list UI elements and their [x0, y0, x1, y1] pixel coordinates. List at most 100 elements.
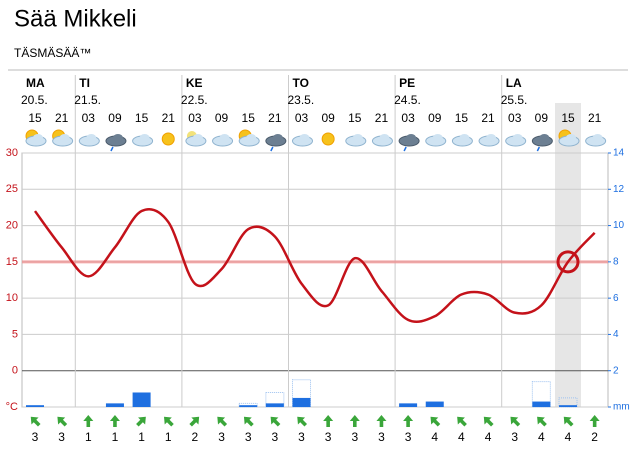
- arrow: [217, 416, 228, 427]
- wind-speed: 3: [351, 430, 358, 444]
- page-title: Sää Mikkeli: [14, 5, 137, 32]
- arrow: [297, 416, 308, 427]
- wind-speed: 3: [298, 430, 305, 444]
- rain: [403, 146, 407, 152]
- hour-label: 09: [108, 111, 122, 125]
- y-tick-label: 0: [12, 365, 18, 377]
- precipitation-bar: [559, 405, 577, 407]
- hour-label: 15: [561, 111, 575, 125]
- hour-label: 15: [348, 111, 362, 125]
- wind-arrow: [537, 416, 547, 427]
- hour-label: 21: [375, 111, 389, 125]
- arrow: [83, 415, 94, 427]
- wind-arrow: [589, 415, 600, 427]
- precipitation-bar: [532, 401, 551, 407]
- precipitation-bar: [132, 392, 151, 407]
- wind-arrow: [323, 415, 334, 427]
- hour-label: 09: [321, 111, 335, 125]
- cloud-top: [352, 134, 363, 142]
- wind-arrow: [164, 416, 174, 427]
- wind-speed: 1: [112, 430, 119, 444]
- wind-speed: 4: [485, 430, 492, 444]
- wind-arrow: [189, 416, 200, 427]
- cloud-top: [112, 134, 123, 142]
- precipitation-bar: [105, 403, 124, 407]
- wind-speed: 2: [192, 430, 199, 444]
- wind-arrow: [243, 416, 254, 427]
- subtitle: TÄSMÄSÄÄ™: [14, 46, 91, 60]
- cloud-top: [272, 134, 283, 142]
- day-date: 25.5.: [501, 93, 528, 107]
- y2-tick-label: 14: [613, 148, 625, 159]
- y2-tick-label: 12: [613, 184, 625, 195]
- wind-speed: 3: [378, 430, 385, 444]
- weather-icon: [505, 134, 527, 147]
- weather-icon: [161, 132, 175, 146]
- cloud-top: [486, 134, 497, 142]
- y2-tick-label: mm: [613, 402, 630, 413]
- weather-icon: [265, 134, 287, 152]
- precipitation-bar: [265, 403, 284, 407]
- cloud-top: [192, 134, 203, 142]
- wind-speed: 3: [218, 430, 225, 444]
- cloud-top: [512, 134, 523, 142]
- weather-icon: [558, 129, 580, 147]
- hour-label: 09: [428, 111, 442, 125]
- hour-label: 15: [135, 111, 149, 125]
- wind-speed: 3: [272, 430, 279, 444]
- arrow: [430, 416, 441, 427]
- temperature-line: [33, 208, 596, 323]
- weather-icon: [212, 134, 234, 147]
- arrow: [376, 415, 387, 427]
- cloud-top: [459, 134, 470, 142]
- hour-label: 03: [508, 111, 522, 125]
- arrow: [457, 416, 467, 427]
- y2-tick-label: 4: [613, 329, 619, 340]
- weather-icon: [52, 129, 74, 147]
- rain: [536, 146, 541, 152]
- wind-speed: 3: [325, 430, 332, 444]
- wind-arrow: [403, 415, 414, 427]
- day-name: LA: [506, 76, 522, 90]
- weather-icon: [321, 132, 335, 146]
- day-name: MA: [26, 76, 45, 90]
- arrow: [537, 416, 547, 427]
- cloud-top: [592, 134, 603, 142]
- wind-speed: 3: [405, 430, 412, 444]
- hour-label: 21: [481, 111, 495, 125]
- weather-icon: [292, 134, 313, 147]
- weather-icon: [451, 134, 473, 147]
- day-name: PE: [399, 76, 415, 90]
- wind-speed: 3: [245, 430, 252, 444]
- wind-arrow: [376, 415, 387, 427]
- arrow: [243, 416, 254, 427]
- cloud-top: [33, 134, 43, 142]
- wind-speed: 4: [538, 430, 545, 444]
- hour-label: 03: [188, 111, 202, 125]
- wind-speed: 1: [85, 430, 92, 444]
- arrow: [563, 416, 574, 427]
- wind-arrow: [510, 416, 521, 427]
- weather-icon: [238, 129, 260, 147]
- hour-label: 21: [162, 111, 176, 125]
- weather-icon: [478, 134, 500, 147]
- y2-tick-label: 8: [613, 256, 619, 267]
- sun: [321, 132, 335, 146]
- wind-arrow: [83, 415, 94, 427]
- hour-label: 03: [401, 111, 415, 125]
- weather-icon: [185, 131, 207, 147]
- y-tick-label: 20: [6, 219, 18, 231]
- cloud-top: [59, 134, 70, 142]
- wind-arrow: [30, 416, 41, 427]
- wind-arrow: [270, 416, 281, 427]
- cloud-top: [299, 134, 310, 142]
- day-date: 21.5.: [74, 93, 101, 107]
- weather-icon: [531, 134, 553, 152]
- wind-arrow: [217, 416, 228, 427]
- y-tick-label: 10: [6, 292, 18, 304]
- wind-speed: 3: [32, 430, 39, 444]
- wind-arrow: [483, 416, 494, 427]
- wind-speed: 4: [431, 430, 438, 444]
- precipitation-bar: [399, 403, 418, 407]
- precipitation-max-bar: [265, 391, 285, 408]
